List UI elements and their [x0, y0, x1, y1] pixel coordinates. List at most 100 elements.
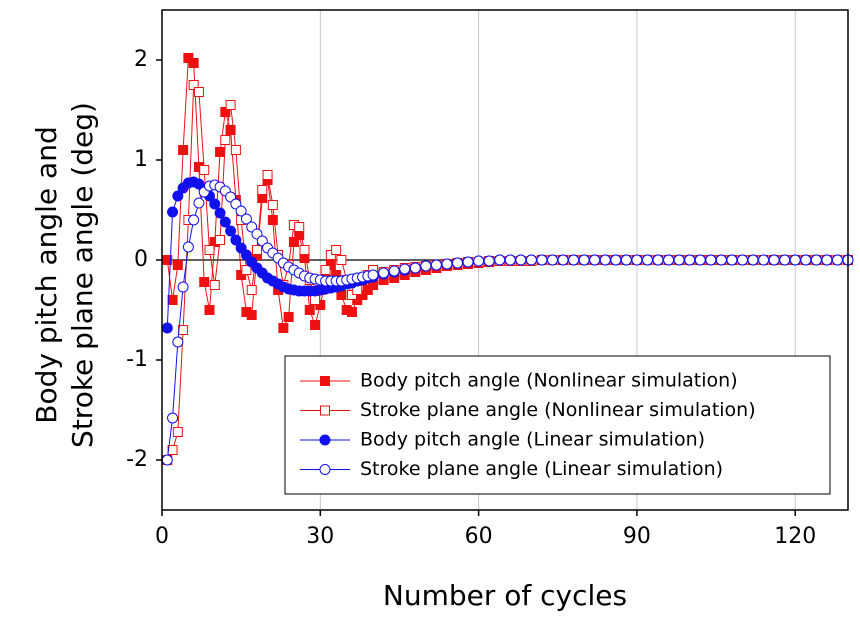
data-point [705, 254, 717, 266]
data-point [578, 254, 590, 266]
data-point [331, 245, 342, 255]
data-point [199, 165, 210, 175]
data-point [167, 295, 178, 305]
data-point [599, 254, 611, 266]
data-point [525, 254, 537, 266]
data-point [430, 259, 442, 271]
data-point [589, 254, 601, 266]
data-point [631, 254, 643, 266]
legend-label: Stroke plane angle (Nonlinear simulation… [360, 399, 756, 421]
data-point [483, 255, 495, 267]
data-point [663, 254, 675, 266]
data-point [219, 216, 231, 228]
data-point [399, 263, 411, 275]
data-point [172, 260, 183, 270]
data-point [178, 145, 189, 155]
data-point [177, 281, 189, 293]
data-point [209, 280, 220, 290]
data-point [504, 254, 516, 266]
data-point [747, 254, 759, 266]
data-point [473, 255, 485, 267]
data-point [831, 254, 843, 266]
data-point [536, 254, 548, 266]
data-point [304, 305, 315, 315]
data-point [441, 258, 453, 270]
data-point [182, 241, 194, 253]
legend-marker [320, 405, 330, 416]
data-point [320, 265, 331, 275]
y-tick-label: -2 [126, 447, 148, 472]
data-point [188, 214, 200, 226]
data-point [230, 234, 242, 246]
data-point [462, 256, 474, 268]
data-point [214, 207, 226, 219]
data-point [515, 254, 527, 266]
data-point [246, 310, 257, 320]
data-point [336, 255, 347, 265]
data-point [215, 147, 226, 157]
data-point [225, 225, 237, 237]
y-tick-label: 1 [134, 147, 148, 172]
x-tick-label: 60 [465, 524, 493, 549]
data-point [167, 412, 179, 424]
data-point [209, 198, 221, 210]
plot-frame [161, 9, 849, 511]
data-point [367, 269, 379, 281]
series-line [166, 56, 848, 330]
data-point [230, 145, 241, 155]
data-point [162, 255, 173, 265]
data-point [267, 200, 278, 210]
legend-marker [319, 434, 331, 446]
y-tick-label: 0 [134, 247, 148, 272]
data-point [204, 305, 215, 315]
data-point [420, 260, 432, 272]
data-point [193, 197, 205, 209]
data-point [684, 254, 696, 266]
data-point [378, 267, 390, 279]
data-point [235, 205, 247, 217]
data-point [789, 254, 801, 266]
data-point [726, 254, 738, 266]
data-point [167, 206, 179, 218]
data-point [251, 245, 262, 255]
legend-label: Body pitch angle (Linear simulation) [360, 429, 705, 451]
x-axis-title: Number of cycles [383, 579, 627, 612]
data-point [800, 254, 812, 266]
data-point [673, 254, 685, 266]
data-point [768, 254, 780, 266]
data-point [172, 190, 184, 202]
legend-marker [319, 464, 331, 475]
y-axis-title: Body pitch angle and [30, 126, 63, 423]
data-point [610, 254, 622, 266]
y-axis-title: Stroke plane angle (deg) [66, 102, 99, 448]
x-tick-label: 0 [155, 524, 169, 549]
data-point [310, 320, 321, 330]
y-tick-label: -1 [126, 347, 148, 372]
data-point [241, 265, 252, 275]
data-point [388, 265, 400, 277]
data-point [246, 285, 257, 295]
data-point [188, 58, 199, 68]
data-point [557, 254, 569, 266]
data-point [161, 454, 173, 466]
data-point [288, 237, 299, 247]
y-tick-label: 2 [134, 47, 148, 72]
data-point [240, 213, 252, 225]
data-point [694, 254, 706, 266]
legend-marker [320, 376, 330, 386]
data-point [736, 254, 748, 266]
x-tick-label: 90 [623, 524, 651, 549]
data-point [546, 254, 558, 266]
legend-label: Body pitch angle (Nonlinear simulation) [360, 370, 738, 392]
data-point [262, 170, 273, 180]
data-point [810, 254, 822, 266]
data-point [220, 135, 231, 145]
data-point [452, 257, 464, 269]
data-point [409, 262, 421, 274]
data-point [204, 245, 215, 255]
data-point [172, 336, 184, 348]
data-point [225, 125, 236, 135]
data-point [188, 80, 199, 90]
data-point [172, 427, 183, 437]
